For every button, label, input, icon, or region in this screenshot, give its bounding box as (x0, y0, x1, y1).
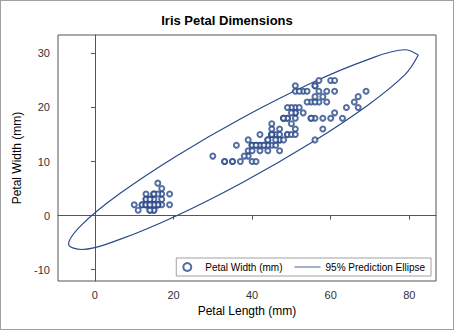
svg-text:0: 0 (44, 210, 50, 222)
svg-text:95% Prediction Ellipse: 95% Prediction Ellipse (326, 262, 426, 273)
svg-text:20: 20 (38, 101, 50, 113)
svg-text:0: 0 (92, 289, 98, 301)
svg-text:Petal Width (mm): Petal Width (mm) (205, 262, 282, 273)
svg-text:20: 20 (167, 289, 179, 301)
svg-text:40: 40 (246, 289, 258, 301)
svg-text:-10: -10 (34, 264, 50, 276)
svg-text:Petal Length (mm): Petal Length (mm) (198, 304, 297, 318)
svg-text:60: 60 (325, 289, 337, 301)
svg-text:10: 10 (38, 156, 50, 168)
svg-text:Petal Width (mm): Petal Width (mm) (10, 112, 24, 205)
svg-text:30: 30 (38, 47, 50, 59)
svg-text:Iris Petal Dimensions: Iris Petal Dimensions (161, 13, 293, 28)
svg-text:80: 80 (403, 289, 415, 301)
